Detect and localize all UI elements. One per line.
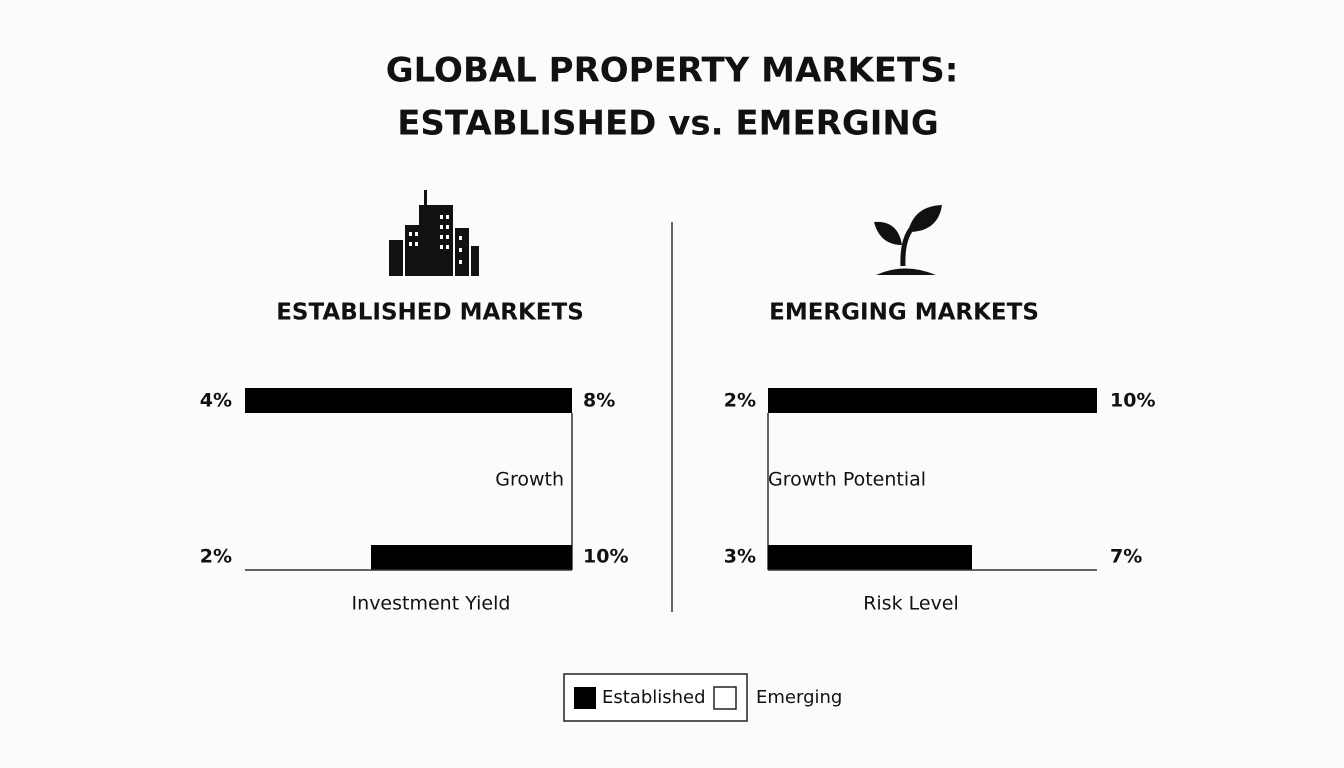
bar xyxy=(768,545,972,570)
bar-label: 10% xyxy=(1110,390,1155,412)
bar-label: 2% xyxy=(200,546,232,568)
subtitle: ESTABLISHED vs. EMERGING xyxy=(397,104,939,144)
bar-label: 8% xyxy=(583,390,615,412)
middle-label: Growth Potential xyxy=(768,469,926,491)
buildings-icon xyxy=(389,190,479,276)
sprout-icon xyxy=(874,205,942,275)
bar xyxy=(768,388,1097,413)
bottom-label: Investment Yield xyxy=(352,593,511,615)
bar-label: 7% xyxy=(1110,546,1142,568)
bar-label: 3% xyxy=(724,546,756,568)
panel-heading: ESTABLISHED MARKETS xyxy=(276,300,584,326)
legend-label: Established xyxy=(602,687,706,708)
panel-heading: EMERGING MARKETS xyxy=(769,300,1039,326)
bar xyxy=(371,545,572,570)
bottom-label: Risk Level xyxy=(863,593,959,615)
title: GLOBAL PROPERTY MARKETS: xyxy=(386,51,959,91)
bar-label: 10% xyxy=(583,546,628,568)
legend-swatch xyxy=(713,686,737,710)
middle-label: Growth xyxy=(495,469,564,491)
bar-label: 2% xyxy=(724,390,756,412)
legend-swatch xyxy=(574,687,596,709)
bar xyxy=(245,388,572,413)
legend-label: Emerging xyxy=(756,687,842,708)
bar-label: 4% xyxy=(200,390,232,412)
